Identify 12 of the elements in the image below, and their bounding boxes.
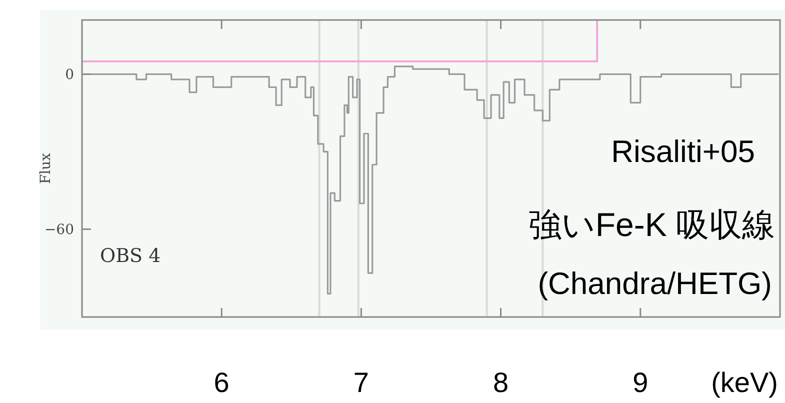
y-axis-title: Flux bbox=[38, 152, 54, 184]
y-tick-label: −60 bbox=[44, 222, 74, 238]
x-tick-label: 6 bbox=[214, 367, 230, 398]
annotation: Risaliti+05 bbox=[611, 134, 755, 169]
x-tick-label: 8 bbox=[493, 367, 509, 398]
x-axis-title: (keV) bbox=[711, 367, 778, 398]
x-tick-label: 7 bbox=[353, 367, 369, 398]
y-tick-label: 0 bbox=[65, 67, 74, 84]
annotation: (Chandra/HETG) bbox=[538, 266, 772, 301]
x-tick-label: 9 bbox=[632, 367, 648, 398]
annotation: 強いFe-K 吸収線 bbox=[528, 206, 775, 243]
annotation: OBS 4 bbox=[100, 245, 161, 267]
